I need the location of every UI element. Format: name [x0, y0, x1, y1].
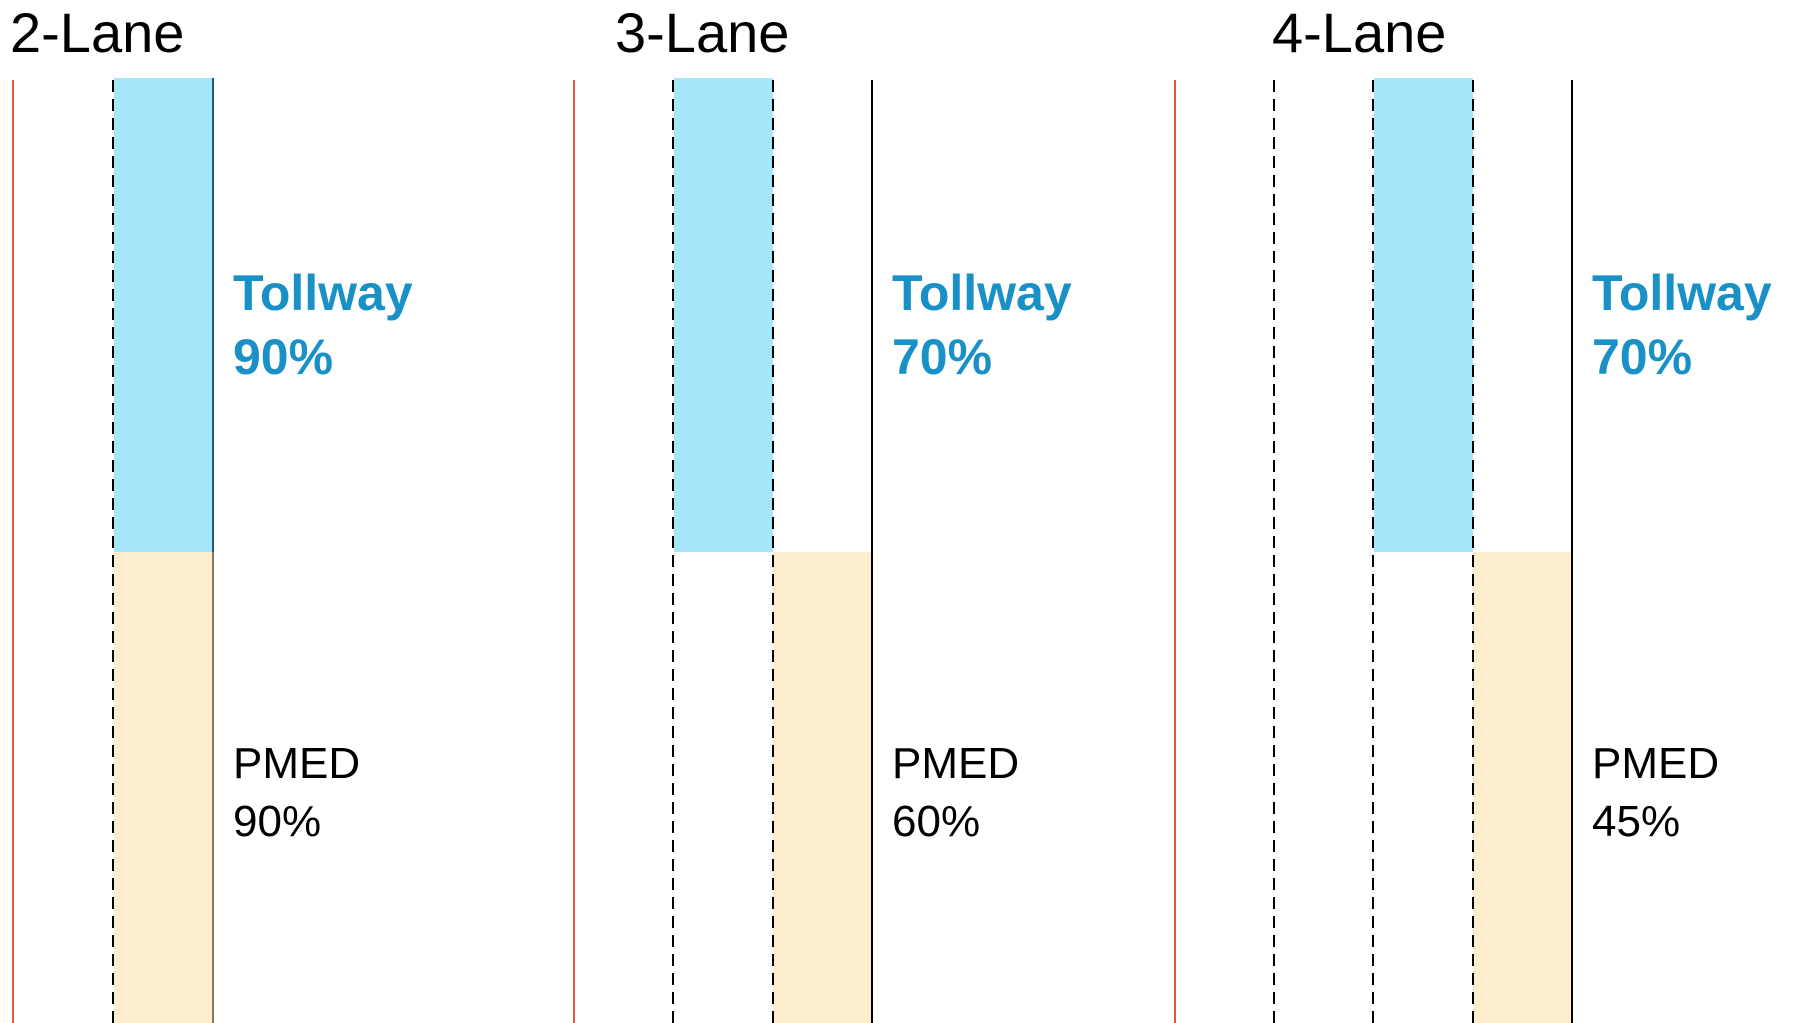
panel-4-lane: 4-Lane Tollway 70% PMED 45% [1174, 1, 1772, 1023]
tollway-value: 70% [1592, 329, 1692, 385]
tollway-segment [674, 78, 773, 552]
pmed-value: 90% [233, 797, 321, 846]
tollway-label: Tollway [892, 265, 1072, 321]
tollway-label: Tollway [1592, 265, 1772, 321]
panel-3-lane: 3-Lane Tollway 70% PMED 60% [573, 1, 1072, 1023]
tollway-label: Tollway [233, 265, 413, 321]
panel-title: 4-Lane [1272, 1, 1446, 64]
tollway-segment [1374, 78, 1473, 552]
pmed-label: PMED [233, 739, 360, 788]
tollway-value: 90% [233, 329, 333, 385]
tollway-value: 70% [892, 329, 992, 385]
pmed-value: 45% [1592, 797, 1680, 846]
pmed-segment [114, 552, 213, 1023]
pmed-value: 60% [892, 797, 980, 846]
pmed-label: PMED [1592, 739, 1719, 788]
tollway-segment [114, 78, 213, 552]
panel-title: 3-Lane [615, 1, 789, 64]
pmed-segment [1473, 552, 1572, 1023]
pmed-segment [773, 552, 872, 1023]
panel-2-lane: 2-Lane Tollway 90% PMED 90% [10, 1, 413, 1023]
panel-title: 2-Lane [10, 1, 184, 64]
pmed-label: PMED [892, 739, 1019, 788]
